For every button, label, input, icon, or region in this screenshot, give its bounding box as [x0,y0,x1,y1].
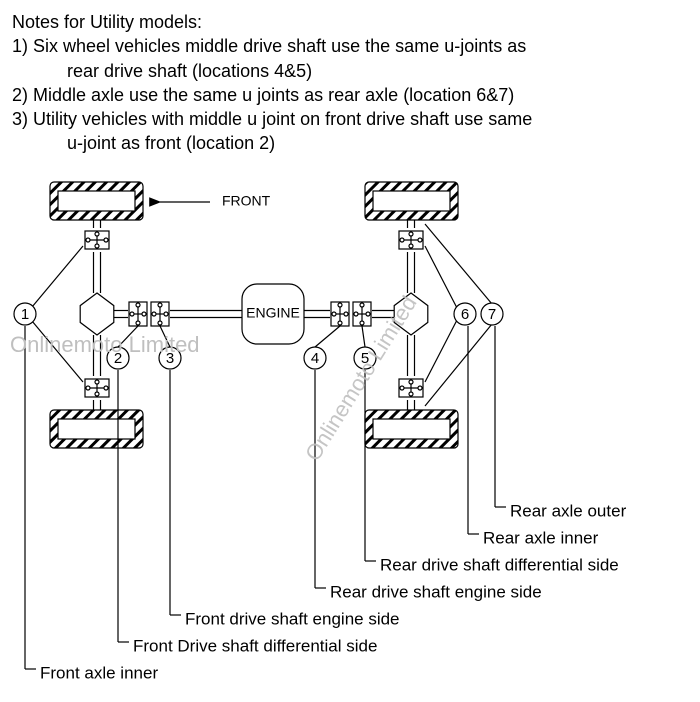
svg-text:3: 3 [166,350,174,367]
svg-text:ENGINE: ENGINE [246,304,300,320]
svg-text:4: 4 [311,350,319,367]
note-1: 1) Six wheel vehicles middle drive shaft… [12,34,688,58]
svg-text:6: 6 [461,306,469,323]
svg-text:Front axle inner: Front axle inner [40,663,158,682]
svg-text:Rear axle outer: Rear axle outer [510,501,627,520]
svg-text:FRONT: FRONT [222,192,271,208]
svg-text:1: 1 [21,306,29,323]
note-2: 2) Middle axle use the same u joints as … [12,83,688,107]
note-3b: u-joint as front (location 2) [67,131,688,155]
notes-block: Notes for Utility models: 1) Six wheel v… [0,0,700,162]
note-1b: rear drive shaft (locations 4&5) [67,59,688,83]
svg-text:2: 2 [114,350,122,367]
svg-text:Rear drive shaft engine side: Rear drive shaft engine side [330,582,542,601]
svg-text:5: 5 [361,350,369,367]
drivetrain-diagram: ENGINE FRONT 1 2 3 4 5 6 7 Rear axle outer Rear ax… [0,162,700,702]
notes-title: Notes for Utility models: [12,10,688,34]
svg-text:7: 7 [488,306,496,323]
svg-text:Rear axle inner: Rear axle inner [483,528,599,547]
svg-text:Front Drive shaft differential: Front Drive shaft differential side [133,636,377,655]
svg-text:Rear drive shaft differential: Rear drive shaft differential side [380,555,619,574]
note-3: 3) Utility vehicles with middle u joint … [12,107,688,131]
svg-text:Front drive shaft engine side: Front drive shaft engine side [185,609,400,628]
